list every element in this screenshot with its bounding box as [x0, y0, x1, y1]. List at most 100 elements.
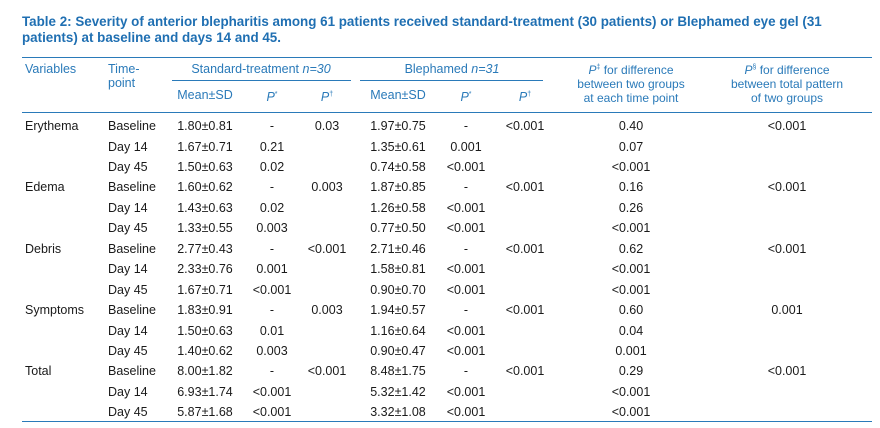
cell-bleph-mean-sd: 1.87±0.85 — [370, 180, 426, 194]
cell-std-p-dagger: 0.03 — [314, 119, 340, 133]
cell-std-mean-sd: 1.50±0.63 — [177, 324, 233, 338]
cell-between-groups: 0.40 — [618, 119, 644, 133]
header-pattern-line3: of two groups — [750, 91, 824, 105]
cell-std-p-star: - — [269, 180, 275, 194]
cell-std-p-star: <0.001 — [252, 385, 292, 399]
cell-between-groups: <0.001 — [611, 385, 651, 399]
cell-std-p-dagger: 0.003 — [311, 180, 343, 194]
cell-timepoint: Baseline — [108, 242, 156, 256]
cell-std-p-star: 0.001 — [256, 262, 288, 276]
header-timepoint-line1: Time- — [108, 62, 140, 76]
cell-between-groups: <0.001 — [611, 405, 651, 419]
cell-bleph-p-star: - — [463, 242, 469, 256]
cell-timepoint: Day 45 — [108, 160, 148, 174]
cell-bleph-p-dagger: <0.001 — [505, 242, 545, 256]
rule-header-bottom — [22, 112, 872, 113]
p-star-mark: * — [274, 91, 278, 98]
cell-bleph-p-star: - — [463, 303, 469, 317]
cell-std-p-star: - — [269, 119, 275, 133]
p-label: P — [266, 90, 275, 104]
cell-between-groups: 0.62 — [618, 242, 644, 256]
cell-between-groups: 0.001 — [615, 344, 647, 358]
cell-variable: Total — [25, 364, 52, 378]
p-label: P — [460, 90, 469, 104]
cell-bleph-p-star: 0.001 — [450, 140, 482, 154]
header-between-groups: P‡ for difference between two groups at … — [556, 61, 706, 105]
p-label: P — [744, 63, 753, 77]
cell-std-p-dagger: <0.001 — [307, 242, 347, 256]
between-line1-text: for difference — [600, 63, 674, 77]
cell-bleph-mean-sd: 0.77±0.50 — [370, 221, 426, 235]
cell-bleph-mean-sd: 1.35±0.61 — [370, 140, 426, 154]
cell-std-mean-sd: 6.93±1.74 — [177, 385, 233, 399]
cell-std-mean-sd: 1.33±0.55 — [177, 221, 233, 235]
cell-bleph-mean-sd: 8.48±1.75 — [370, 364, 426, 378]
cell-bleph-p-star: <0.001 — [446, 201, 486, 215]
cell-std-p-star: 0.02 — [259, 201, 285, 215]
header-variables: Variables — [25, 62, 77, 76]
header-standard-treatment: Standard-treatment n=30 — [191, 62, 330, 76]
cell-timepoint: Baseline — [108, 180, 156, 194]
cell-variable: Edema — [25, 180, 65, 194]
cell-std-mean-sd: 1.80±0.81 — [177, 119, 233, 133]
cell-between-groups: 0.07 — [618, 140, 644, 154]
cell-timepoint: Day 45 — [108, 344, 148, 358]
pattern-line1-text: for difference — [756, 63, 830, 77]
cell-bleph-p-star: <0.001 — [446, 344, 486, 358]
cell-timepoint: Day 45 — [108, 283, 148, 297]
cell-between-groups: 0.60 — [618, 303, 644, 317]
cell-timepoint: Day 14 — [108, 262, 148, 276]
header-pattern-line2: between total pattern — [730, 77, 844, 91]
cell-variable: Symptoms — [25, 303, 85, 317]
cell-bleph-p-star: - — [463, 119, 469, 133]
header-between-line2: between two groups — [577, 77, 685, 91]
header-std-n: n=30 — [302, 62, 331, 76]
cell-std-p-star: <0.001 — [252, 283, 292, 297]
header-bleph-mean-sd: Mean±SD — [370, 88, 426, 102]
cell-std-p-star: 0.01 — [259, 324, 285, 338]
cell-bleph-mean-sd: 2.71±0.46 — [370, 242, 426, 256]
cell-timepoint: Day 45 — [108, 405, 148, 419]
rule-top — [22, 57, 872, 58]
cell-variable: Debris — [25, 242, 62, 256]
cell-timepoint: Day 14 — [108, 324, 148, 338]
header-bleph-p-star: P* — [460, 88, 471, 104]
p-dagger-mark: † — [329, 91, 334, 98]
header-std-label: Standard-treatment — [191, 62, 303, 76]
cell-timepoint: Day 14 — [108, 201, 148, 215]
header-bleph-n: n=31 — [471, 62, 500, 76]
header-between-line3: at each time point — [583, 91, 679, 105]
cell-std-mean-sd: 1.43±0.63 — [177, 201, 233, 215]
cell-between-groups: 0.16 — [618, 180, 644, 194]
cell-bleph-p-star: <0.001 — [446, 405, 486, 419]
cell-std-mean-sd: 1.83±0.91 — [177, 303, 233, 317]
cell-std-p-dagger: <0.001 — [307, 364, 347, 378]
cell-bleph-p-star: <0.001 — [446, 262, 486, 276]
cell-bleph-mean-sd: 3.32±1.08 — [370, 405, 426, 419]
cell-timepoint: Day 45 — [108, 221, 148, 235]
p-section-mark: § — [752, 64, 757, 71]
cell-std-mean-sd: 8.00±1.82 — [177, 364, 233, 378]
cell-std-p-star: 0.003 — [256, 221, 288, 235]
header-pattern-line1: P§ for difference — [744, 63, 829, 77]
cell-bleph-mean-sd: 5.32±1.42 — [370, 385, 426, 399]
cell-bleph-mean-sd: 1.97±0.75 — [370, 119, 426, 133]
cell-between-groups: <0.001 — [611, 262, 651, 276]
cell-bleph-mean-sd: 0.74±0.58 — [370, 160, 426, 174]
cell-std-p-star: <0.001 — [252, 405, 292, 419]
cell-bleph-p-dagger: <0.001 — [505, 303, 545, 317]
cell-std-mean-sd: 2.77±0.43 — [177, 242, 233, 256]
cell-std-p-star: - — [269, 364, 275, 378]
cell-timepoint: Day 14 — [108, 385, 148, 399]
cell-bleph-p-dagger: <0.001 — [505, 364, 545, 378]
header-std-p-star: P* — [266, 88, 277, 104]
cell-std-p-star: - — [269, 242, 275, 256]
cell-between-groups: 0.04 — [618, 324, 644, 338]
cell-total-pattern: <0.001 — [767, 364, 807, 378]
cell-std-mean-sd: 2.33±0.76 — [177, 262, 233, 276]
cell-between-groups: <0.001 — [611, 160, 651, 174]
cell-total-pattern: 0.001 — [771, 303, 803, 317]
cell-between-groups: <0.001 — [611, 283, 651, 297]
cell-std-mean-sd: 5.87±1.68 — [177, 405, 233, 419]
cell-timepoint: Baseline — [108, 119, 156, 133]
